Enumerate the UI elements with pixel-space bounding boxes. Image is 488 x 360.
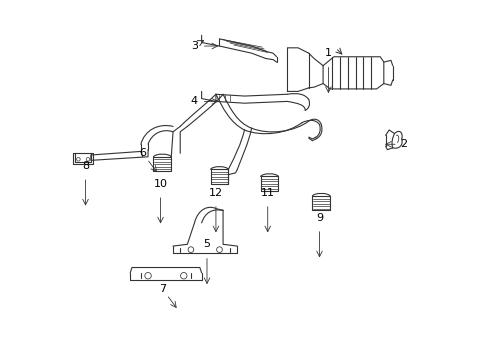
Text: 5: 5 <box>203 239 210 249</box>
Text: 12: 12 <box>208 188 223 198</box>
Text: 4: 4 <box>190 96 198 107</box>
Text: 2: 2 <box>399 139 406 149</box>
Text: 1: 1 <box>325 48 331 58</box>
Text: 11: 11 <box>260 188 274 198</box>
Text: 6: 6 <box>139 148 146 158</box>
Text: 7: 7 <box>159 284 165 294</box>
Text: 9: 9 <box>315 212 323 222</box>
Text: 8: 8 <box>82 161 89 171</box>
Text: 10: 10 <box>153 179 167 189</box>
Text: 3: 3 <box>191 41 198 51</box>
